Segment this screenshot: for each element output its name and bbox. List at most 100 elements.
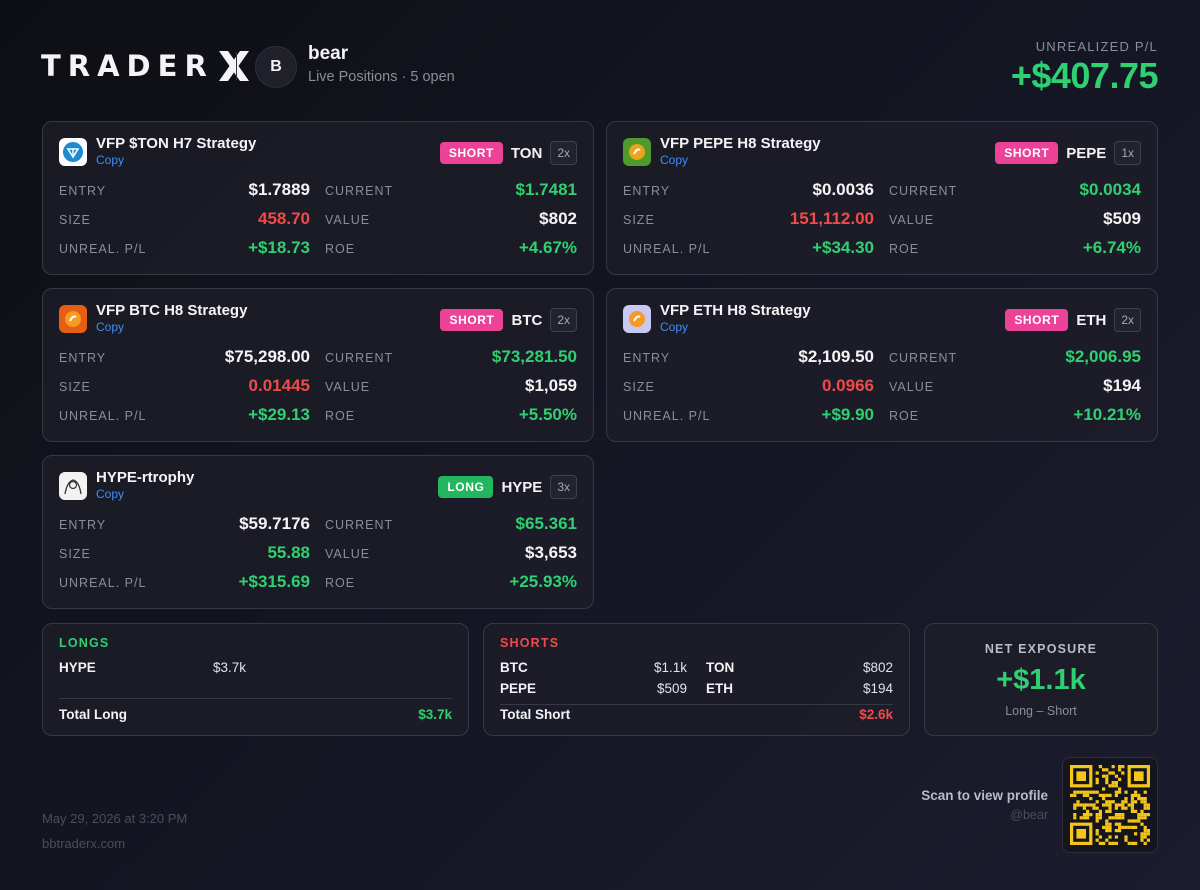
- entry-label: ENTRY: [623, 351, 671, 365]
- size-value: 55.88: [267, 543, 310, 562]
- username: bear: [308, 43, 349, 64]
- unreal-label: UNREAL. P/L: [623, 242, 711, 256]
- size-label: SIZE: [623, 213, 655, 227]
- shorts-item-value: $802: [862, 660, 893, 675]
- leverage-badge: 2x: [550, 141, 577, 165]
- total-long-value: $3.7k: [418, 707, 452, 722]
- value-value: $194: [1103, 376, 1141, 395]
- value-value: $3,653: [525, 543, 577, 562]
- total-long-label: Total Long: [59, 707, 127, 722]
- copy-link[interactable]: Copy: [96, 153, 125, 167]
- position-card[interactable]: HYPE-rtrophy Copy LONG HYPE 3x ENTRY $59.7176 C…: [42, 455, 594, 609]
- current-value: $65.361: [515, 514, 577, 533]
- copy-link[interactable]: Copy: [96, 487, 125, 501]
- leverage-badge: 2x: [1114, 308, 1141, 332]
- metric-row: ENTRY $2,109.50 CURRENT $2,006.95: [623, 347, 1141, 369]
- copy-link[interactable]: Copy: [96, 320, 125, 334]
- metric-row: UNREAL. P/L +$29.13 ROE +5.50%: [59, 405, 577, 427]
- shorts-item-ticker: ETH: [706, 681, 733, 696]
- position-tags: SHORT ETH 2x: [1005, 307, 1141, 333]
- roe-value: +10.21%: [1073, 405, 1141, 424]
- position-card[interactable]: VFP BTC H8 Strategy Copy SHORT BTC 2x ENTRY $7…: [42, 288, 594, 442]
- unreal-label: UNREAL. P/L: [59, 409, 147, 423]
- size-value: 0.0966: [822, 376, 874, 395]
- value-value: $509: [1103, 209, 1141, 228]
- roe-label: ROE: [889, 242, 920, 256]
- roe-value: +6.74%: [1082, 238, 1141, 257]
- metric-row: ENTRY $59.7176 CURRENT $65.361: [59, 514, 577, 536]
- logo-wordmark: TRADER: [41, 49, 214, 83]
- unrealized-pl-value: +$407.75: [1010, 55, 1159, 96]
- entry-value: $1.7889: [248, 180, 310, 199]
- roe-label: ROE: [889, 409, 920, 423]
- value-label: VALUE: [325, 213, 371, 227]
- shorts-item-value: $509: [656, 681, 687, 696]
- footer-site[interactable]: bbtraderx.com: [42, 836, 126, 851]
- current-label: CURRENT: [889, 184, 958, 198]
- shorts-item-value: $194: [862, 681, 893, 696]
- unreal-value: +$29.13: [248, 405, 310, 424]
- logo-x-icon: [218, 51, 249, 81]
- metric-row: UNREAL. P/L +$9.90 ROE +10.21%: [623, 405, 1141, 427]
- metric-row: UNREAL. P/L +$18.73 ROE +4.67%: [59, 238, 577, 260]
- position-card[interactable]: VFP ETH H8 Strategy Copy SHORT ETH 2x ENTRY $2…: [606, 288, 1158, 442]
- net-exposure-value: +$1.1k: [996, 664, 1086, 696]
- current-label: CURRENT: [325, 518, 394, 532]
- strategy-name[interactable]: VFP $TON H7 Strategy: [96, 135, 257, 152]
- metric-row: UNREAL. P/L +$34.30 ROE +6.74%: [623, 238, 1141, 260]
- btc-icon: [59, 305, 87, 333]
- longs-item-value: $3.7k: [213, 660, 247, 675]
- side-badge: SHORT: [440, 309, 504, 331]
- position-card[interactable]: VFP $TON H7 Strategy Copy SHORT TON 2x ENTRY $…: [42, 121, 594, 275]
- avatar[interactable]: B: [255, 46, 297, 88]
- strategy-name[interactable]: VFP BTC H8 Strategy: [96, 302, 248, 319]
- roe-label: ROE: [325, 409, 356, 423]
- roe-value: +4.67%: [518, 238, 577, 257]
- strategy-name[interactable]: VFP ETH H8 Strategy: [660, 302, 811, 319]
- pepe-icon: [623, 138, 651, 166]
- metric-row: ENTRY $1.7889 CURRENT $1.7481: [59, 180, 577, 202]
- longs-panel: LONGS HYPE $3.7k Total Long $3.7k: [42, 623, 469, 736]
- current-value: $0.0034: [1079, 180, 1141, 199]
- shorts-title: SHORTS: [500, 636, 560, 650]
- position-card[interactable]: VFP PEPE H8 Strategy Copy SHORT PEPE 1x ENTRY…: [606, 121, 1158, 275]
- strategy-name[interactable]: HYPE-rtrophy: [96, 469, 195, 486]
- metric-row: SIZE 55.88 VALUE $3,653: [59, 543, 577, 565]
- value-label: VALUE: [889, 213, 935, 227]
- metric-row: ENTRY $0.0036 CURRENT $0.0034: [623, 180, 1141, 202]
- net-exposure-subtitle: Long – Short: [1005, 704, 1077, 718]
- qr-code[interactable]: [1062, 757, 1158, 853]
- header-divider: [236, 52, 237, 80]
- roe-label: ROE: [325, 242, 356, 256]
- shorts-item-value: $1.1k: [653, 660, 687, 675]
- unreal-label: UNREAL. P/L: [59, 242, 147, 256]
- metric-row: SIZE 0.0966 VALUE $194: [623, 376, 1141, 398]
- current-value: $73,281.50: [491, 347, 577, 366]
- current-label: CURRENT: [325, 184, 394, 198]
- copy-link[interactable]: Copy: [660, 320, 689, 334]
- copy-link[interactable]: Copy: [660, 153, 689, 167]
- entry-label: ENTRY: [59, 351, 107, 365]
- strategy-name[interactable]: VFP PEPE H8 Strategy: [660, 135, 821, 152]
- unreal-value: +$18.73: [248, 238, 310, 257]
- roe-value: +5.50%: [518, 405, 577, 424]
- value-value: $1,059: [525, 376, 577, 395]
- shorts-item-ticker: BTC: [500, 660, 528, 675]
- shorts-item-ticker: TON: [706, 660, 735, 675]
- metric-row: SIZE 458.70 VALUE $802: [59, 209, 577, 231]
- size-label: SIZE: [623, 380, 655, 394]
- unreal-value: +$34.30: [812, 238, 874, 257]
- position-tags: LONG HYPE 3x: [438, 474, 577, 500]
- net-exposure-panel: NET EXPOSURE +$1.1k Long – Short: [924, 623, 1158, 736]
- value-label: VALUE: [325, 547, 371, 561]
- entry-label: ENTRY: [59, 184, 107, 198]
- size-value: 458.70: [258, 209, 310, 228]
- size-label: SIZE: [59, 547, 91, 561]
- footer-date: May 29, 2026 at 3:20 PM: [42, 811, 188, 826]
- longs-title: LONGS: [59, 636, 110, 650]
- unreal-value: +$9.90: [821, 405, 874, 424]
- longs-item-ticker: HYPE: [59, 660, 96, 675]
- size-value: 151,112.00: [789, 209, 874, 228]
- entry-label: ENTRY: [623, 184, 671, 198]
- roe-value: +25.93%: [509, 572, 577, 591]
